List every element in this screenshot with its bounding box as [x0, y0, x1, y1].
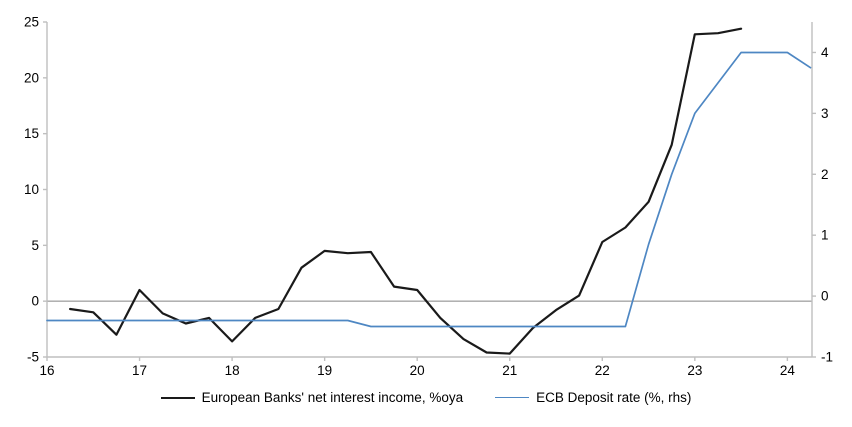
right-axis-tick-label: -1 [821, 350, 833, 365]
black-line-swatch [160, 396, 195, 399]
x-axis-tick-label: 24 [780, 363, 796, 378]
x-axis-tick-label: 21 [502, 363, 517, 378]
left-axis-tick-label: 10 [24, 182, 39, 197]
x-axis-tick-label: 23 [687, 363, 702, 378]
x-axis-tick-label: 16 [39, 363, 54, 378]
x-axis-tick-label: 17 [132, 363, 147, 378]
series-line-net-interest-income [68, 27, 743, 355]
legend-label: ECB Deposit rate (%, rhs) [536, 390, 692, 405]
x-axis-tick-label: 18 [225, 363, 240, 378]
x-axis-tick-label: 20 [410, 363, 425, 378]
left-axis-tick-label: 0 [31, 294, 39, 309]
left-axis-tick-label: 15 [24, 126, 39, 141]
legend-label: European Banks' net interest income, %oy… [201, 390, 464, 405]
left-axis-tick-label: 5 [31, 238, 39, 253]
left-axis-tick-label: -5 [27, 350, 39, 365]
right-axis-tick-label: 3 [821, 106, 829, 121]
legend-item-net-interest-income: European Banks' net interest income, %oy… [160, 390, 464, 405]
x-axis-tick-label: 19 [317, 363, 332, 378]
left-axis-tick-label: 25 [24, 15, 39, 30]
right-axis-tick-label: 1 [821, 228, 829, 243]
series-line-ecb-deposit-rate [46, 51, 812, 328]
legend-item-ecb-deposit-rate: ECB Deposit rate (%, rhs) [495, 390, 691, 405]
left-axis-tick-label: 20 [24, 70, 39, 85]
right-axis-tick-label: 4 [821, 45, 829, 60]
blue-line-swatch [495, 397, 530, 398]
legend: European Banks' net interest income, %oy… [0, 390, 852, 405]
x-axis-tick-label: 22 [595, 363, 610, 378]
right-axis-tick-label: 0 [821, 289, 829, 304]
right-axis-tick-label: 2 [821, 167, 829, 182]
